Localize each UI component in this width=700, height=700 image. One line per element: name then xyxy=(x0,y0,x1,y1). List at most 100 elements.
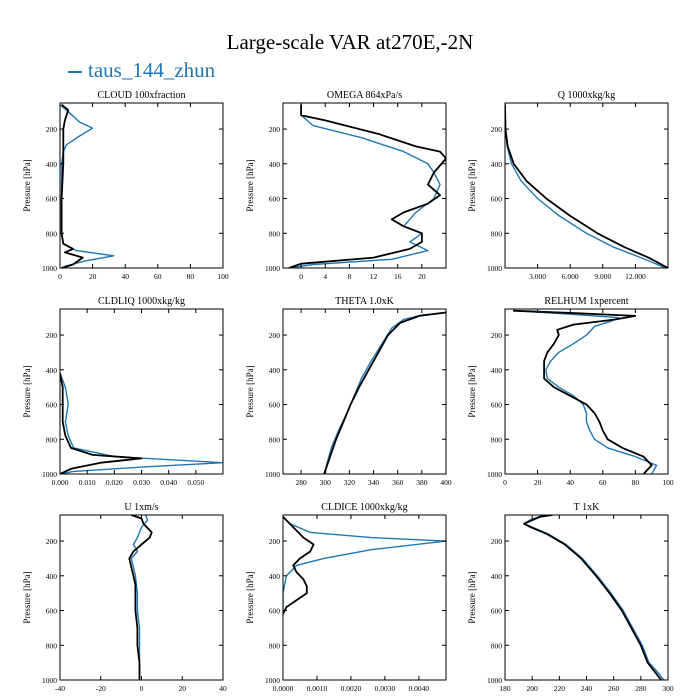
x-tick-label: 0.010 xyxy=(79,478,96,487)
y-tick-label: 200 xyxy=(491,125,503,134)
x-tick-label: 80 xyxy=(632,478,640,487)
y-tick-label: 1000 xyxy=(487,676,502,685)
y-tick-label: 200 xyxy=(269,125,281,134)
y-tick-label: 600 xyxy=(269,195,281,204)
x-tick-label: 100 xyxy=(217,272,229,281)
y-tick-label: 600 xyxy=(46,195,58,204)
plot-frame xyxy=(504,308,669,475)
y-tick-label: 400 xyxy=(46,366,58,375)
series-line-black xyxy=(513,309,653,474)
x-tick-label: 20 xyxy=(179,684,187,693)
legend-line-swatch xyxy=(68,71,82,74)
series-line-black xyxy=(323,311,446,474)
y-tick-label: 400 xyxy=(46,160,58,169)
x-tick-label: 0.000 xyxy=(52,478,69,487)
x-tick-label: 0.040 xyxy=(160,478,177,487)
x-tick-label: -20 xyxy=(96,684,106,693)
y-tick-label: 600 xyxy=(491,401,503,410)
x-tick-label: 0.0040 xyxy=(409,684,430,693)
y-tick-label: 200 xyxy=(269,537,281,546)
y-tick-label: 1000 xyxy=(487,264,502,273)
y-axis-label: Pressure [hPa] xyxy=(22,571,32,623)
x-tick-label: 4 xyxy=(323,272,327,281)
y-tick-label: 400 xyxy=(491,366,503,375)
x-tick-label: -40 xyxy=(55,684,65,693)
y-tick-label: 800 xyxy=(269,229,281,238)
plot-frame xyxy=(59,514,224,681)
y-tick-label: 1000 xyxy=(265,470,280,479)
y-tick-label: 400 xyxy=(491,160,503,169)
x-tick-label: 20 xyxy=(89,272,97,281)
y-tick-label: 400 xyxy=(269,572,281,581)
x-tick-label: 300 xyxy=(320,478,332,487)
series-line-black xyxy=(128,515,153,680)
x-tick-label: 0 xyxy=(299,272,303,281)
x-tick-label: 12 xyxy=(370,272,378,281)
panel-7: U 1xm/s Pressure [hPa] -40 -20 0 20 40 200 400 60… xyxy=(22,502,227,693)
panel-title: CLOUD 100xfraction xyxy=(97,90,185,101)
series-line-blue xyxy=(523,515,665,680)
y-tick-label: 800 xyxy=(46,229,58,238)
y-tick-label: 400 xyxy=(269,160,281,169)
plot-frame xyxy=(282,102,447,269)
y-tick-label: 800 xyxy=(491,435,503,444)
x-tick-label: 40 xyxy=(219,684,227,693)
x-tick-label: 40 xyxy=(566,478,574,487)
y-axis-label: Pressure [hPa] xyxy=(467,159,477,211)
y-tick-label: 1000 xyxy=(42,676,57,685)
x-tick-label: 60 xyxy=(154,272,162,281)
x-tick-label: 60 xyxy=(599,478,607,487)
panel-title: THETA 1.0xK xyxy=(335,296,394,307)
y-tick-label: 200 xyxy=(46,537,58,546)
y-tick-label: 1000 xyxy=(42,470,57,479)
y-tick-label: 1000 xyxy=(265,264,280,273)
y-tick-label: 200 xyxy=(46,125,58,134)
panel-6: RELHUM 1xpercent Pressure [hPa] 0 20 40 60 80 1… xyxy=(467,296,674,487)
x-tick-label: 340 xyxy=(368,478,380,487)
series-line-blue xyxy=(324,311,446,474)
plot-frame xyxy=(282,308,447,475)
y-tick-label: 400 xyxy=(46,572,58,581)
plot-frame xyxy=(504,102,669,269)
y-tick-label: 600 xyxy=(491,195,503,204)
x-tick-label: 400 xyxy=(440,478,452,487)
y-tick-label: 200 xyxy=(491,331,503,340)
y-tick-label: 200 xyxy=(491,537,503,546)
y-tick-label: 800 xyxy=(491,641,503,650)
y-axis-label: Pressure [hPa] xyxy=(245,365,255,417)
y-axis-label: Pressure [hPa] xyxy=(22,159,32,211)
panel-1: CLOUD 100xfraction Pressure [hPa] 0 20 40 60 8… xyxy=(22,90,229,281)
x-tick-label: 260 xyxy=(608,684,620,693)
legend: taus_144_zhun xyxy=(68,58,215,83)
x-tick-label: 240 xyxy=(581,684,593,693)
y-tick-label: 400 xyxy=(269,366,281,375)
panel-2: OMEGA 864xPa/s Pressure [hPa] 0 4 8 12 16 20 200… xyxy=(245,90,447,281)
y-tick-label: 600 xyxy=(269,607,281,616)
panel-title: CLDLIQ 1000xkg/kg xyxy=(98,296,185,307)
series-line-black xyxy=(60,373,143,474)
panel-title: Q 1000xkg/kg xyxy=(558,90,616,101)
figure-title: Large-scale VAR at270E,-2N xyxy=(226,30,474,54)
y-axis-label: Pressure [hPa] xyxy=(22,365,32,417)
plot-frame xyxy=(282,514,447,681)
plot-frame xyxy=(59,102,224,269)
y-tick-label: 600 xyxy=(269,401,281,410)
y-tick-label: 1000 xyxy=(265,676,280,685)
x-tick-label: 280 xyxy=(295,478,307,487)
y-axis-label: Pressure [hPa] xyxy=(467,365,477,417)
panel-title: T 1xK xyxy=(574,502,600,513)
x-tick-label: 3.000 xyxy=(529,272,546,281)
panel-title: OMEGA 864xPa/s xyxy=(327,90,402,101)
x-tick-label: 280 xyxy=(635,684,647,693)
x-tick-label: 0.050 xyxy=(187,478,204,487)
series-line-black xyxy=(505,104,668,268)
x-tick-label: 200 xyxy=(527,684,539,693)
panel-title: RELHUM 1xpercent xyxy=(544,296,628,307)
legend-label: taus_144_zhun xyxy=(88,58,216,82)
x-tick-label: 0.020 xyxy=(106,478,123,487)
x-tick-label: 0 xyxy=(140,684,144,693)
y-tick-label: 800 xyxy=(46,435,58,444)
series-line-black xyxy=(283,516,315,615)
x-tick-label: 320 xyxy=(344,478,356,487)
